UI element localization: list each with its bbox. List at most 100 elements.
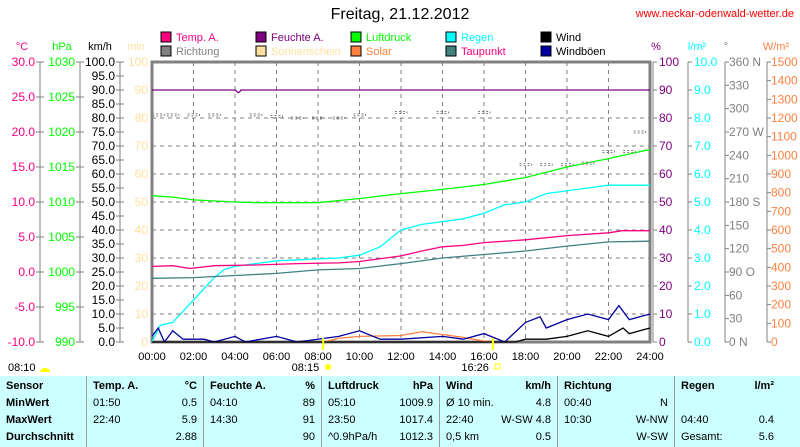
stats-value: 2.88 bbox=[175, 431, 197, 443]
stats-row-label: MaxWert bbox=[6, 414, 52, 426]
axis-tick-label-direction: 90 O bbox=[729, 265, 755, 279]
axis-tick-label-pressure: 1025 bbox=[48, 90, 75, 104]
axis-tick-label-humidity: 50 bbox=[659, 195, 673, 209]
stats-row-label: MinWert bbox=[6, 397, 50, 409]
axis-tick-label-solar: 400 bbox=[771, 260, 791, 274]
axis-tick-label-wind: 40.0 bbox=[92, 223, 116, 237]
direction-dot bbox=[207, 113, 221, 117]
legend-label-sunshine: Sonnenschein bbox=[271, 46, 341, 58]
axis-tick-label-direction: 0 N bbox=[729, 335, 748, 349]
direction-dot bbox=[166, 113, 180, 117]
axis-tick-label-temp: 25.0 bbox=[12, 90, 36, 104]
sunshine-duration: 08:10 bbox=[8, 362, 36, 374]
axis-tick-label-temp: 0.0 bbox=[18, 265, 35, 279]
x-tick-label: 18:00 bbox=[512, 351, 540, 363]
x-tick-label: 02:00 bbox=[180, 351, 208, 363]
axis-tick-label-rain: 2.0 bbox=[694, 279, 711, 293]
stats-time: 14:30 bbox=[210, 414, 238, 426]
axis-tick-label-humidity: 80 bbox=[659, 111, 673, 125]
x-tick-label: 16:00 bbox=[470, 351, 498, 363]
stats-value: 91 bbox=[302, 414, 315, 426]
stats-value: 1012.3 bbox=[399, 431, 433, 443]
axis-tick-label-wind: 55.0 bbox=[92, 181, 116, 195]
legend-swatch-sunshine bbox=[255, 45, 267, 57]
axis-tick-label-pressure: 1000 bbox=[48, 265, 75, 279]
stats-value: 0.4 bbox=[758, 414, 774, 426]
axis-tick-label-sunshine: 60 bbox=[135, 167, 149, 181]
axis-tick-label-wind: 25.0 bbox=[92, 265, 116, 279]
stats-unit: % bbox=[305, 380, 315, 392]
sunrise-time: 08:15 bbox=[292, 362, 320, 374]
axis-tick-label-wind: 95.0 bbox=[92, 69, 116, 83]
axis-tick-label-solar: 1200 bbox=[771, 111, 798, 125]
axis-tick-label-wind: 80.0 bbox=[92, 111, 116, 125]
axis-tick-label-rain: 5.0 bbox=[694, 195, 711, 209]
axis-unit-temp: °C bbox=[16, 41, 28, 53]
axis-tick-label-humidity: 10 bbox=[659, 307, 673, 321]
stats-unit: km/h bbox=[525, 380, 551, 392]
axis-tick-label-temp: -5.0 bbox=[14, 300, 35, 314]
stats-unit: l/m² bbox=[754, 380, 774, 392]
axis-tick-label-solar: 900 bbox=[771, 167, 791, 181]
legend-swatch-temp bbox=[160, 31, 172, 43]
site-link[interactable]: www.neckar-odenwald-wetter.de bbox=[635, 8, 794, 20]
stats-time: 04:40 bbox=[681, 414, 709, 426]
axis-tick-label-rain: 8.0 bbox=[694, 111, 711, 125]
stats-time: 04:10 bbox=[210, 397, 238, 409]
axis-tick-label-direction: 330 bbox=[729, 78, 749, 92]
moon-icon bbox=[494, 363, 501, 370]
stats-value: 1009.9 bbox=[399, 397, 433, 409]
x-tick-label: 10:00 bbox=[346, 351, 374, 363]
stats-col-rain: Regen l/m² 04:40 0.4 Gesamt: 5.6 bbox=[675, 376, 780, 447]
stats-time: 01:50 bbox=[93, 397, 121, 409]
axis-tick-label-temp: 5.0 bbox=[18, 230, 35, 244]
axis-tick-label-wind: 75.0 bbox=[92, 125, 116, 139]
stats-time: ^0.9hPa/h bbox=[328, 431, 378, 443]
legend-label-rain: Regen bbox=[461, 32, 493, 44]
legend-label-wind: Wind bbox=[556, 32, 581, 44]
axis-tick-label-solar: 0 bbox=[771, 335, 778, 349]
x-tick-label: 08:00 bbox=[304, 351, 332, 363]
axis-tick-label-pressure: 990 bbox=[55, 335, 75, 349]
axis-tick-label-rain: 9.0 bbox=[694, 83, 711, 97]
legend-swatch-wind bbox=[540, 31, 552, 43]
legend-swatch-solar bbox=[350, 45, 362, 57]
direction-dot bbox=[633, 130, 647, 134]
axis-tick-label-wind: 20.0 bbox=[92, 279, 116, 293]
axis-tick-label-rain: 7.0 bbox=[694, 139, 711, 153]
stats-value: 90 bbox=[302, 431, 315, 443]
legend-swatch-pressure bbox=[350, 31, 362, 43]
series-line-solar bbox=[324, 331, 493, 343]
stats-col-temp: Temp. A. °C 01:50 0.5 22:40 5.9 2.88 bbox=[87, 376, 204, 447]
axis-unit-wind: km/h bbox=[88, 41, 112, 53]
direction-dot bbox=[602, 149, 615, 153]
stats-col-pressure: Luftdruck hPa 05:10 1009.9 23:50 1017.4 ^0.9hP… bbox=[322, 376, 440, 447]
stats-value: 0.5 bbox=[535, 431, 551, 443]
direction-dot bbox=[436, 111, 449, 115]
axis-tick-label-solar: 1100 bbox=[771, 130, 797, 144]
axis-tick-label-rain: 10.0 bbox=[694, 55, 718, 69]
axis-tick-label-rain: 0.0 bbox=[694, 335, 711, 349]
legend-label-temp: Temp. A. bbox=[176, 32, 219, 44]
axis-tick-label-direction: 300 bbox=[729, 102, 749, 116]
axis-tick-label-wind: 65.0 bbox=[92, 153, 116, 167]
axis-tick-label-pressure: 1005 bbox=[48, 230, 75, 244]
stats-value: W-SW bbox=[636, 431, 668, 443]
stats-table: Sensor MinWert MaxWert Durchschnitt Temp… bbox=[0, 376, 800, 447]
legend-label-solar: Solar bbox=[366, 46, 392, 58]
axis-tick-label-sunshine: 0 bbox=[141, 335, 148, 349]
axis-tick-label-wind: 60.0 bbox=[92, 167, 116, 181]
stats-time: 10:30 bbox=[564, 414, 592, 426]
axis-tick-label-wind: 50.0 bbox=[92, 195, 116, 209]
axis-tick-label-sunshine: 20 bbox=[135, 279, 149, 293]
stats-value: 89 bbox=[302, 397, 315, 409]
axis-tick-label-direction: 120 bbox=[729, 242, 749, 256]
axis-tick-label-solar: 1300 bbox=[771, 92, 798, 106]
axis-tick-label-sunshine: 30 bbox=[135, 251, 149, 265]
axis-tick-label-sunshine: 40 bbox=[135, 223, 149, 237]
weather-chart: 00:00 02:00 04:00 06:00 08:00 10:00 12:00 14:00… bbox=[8, 31, 798, 374]
axis-tick-label-pressure: 995 bbox=[55, 300, 75, 314]
direction-dot bbox=[270, 114, 283, 118]
stats-time: 23:50 bbox=[328, 414, 356, 426]
direction-dot bbox=[353, 113, 366, 117]
